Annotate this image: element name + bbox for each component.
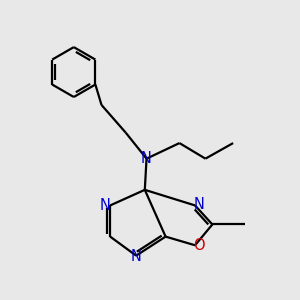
Text: N: N [194,197,205,212]
Text: N: N [141,151,152,166]
Text: N: N [100,198,110,213]
Text: O: O [193,238,204,253]
Text: N: N [131,249,142,264]
